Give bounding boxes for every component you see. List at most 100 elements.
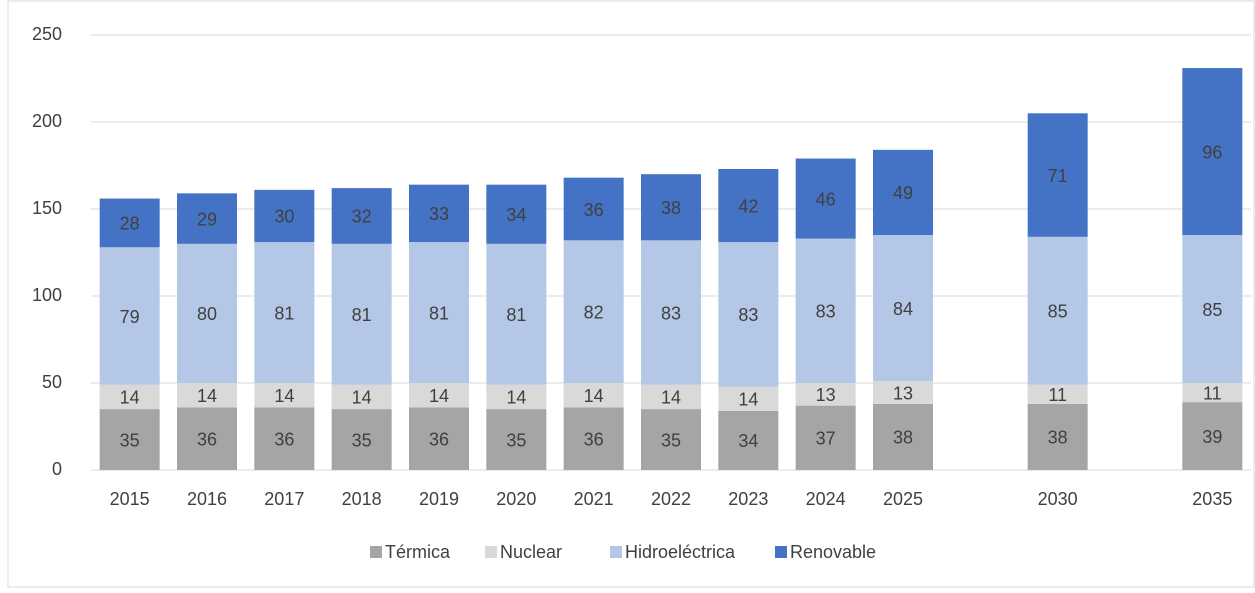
data-label: 84 xyxy=(893,299,913,319)
bar-segment xyxy=(486,409,547,470)
data-label: 36 xyxy=(584,200,604,220)
bar-segment xyxy=(409,407,469,470)
bar-segment xyxy=(795,238,856,383)
data-label: 85 xyxy=(1202,300,1222,320)
data-label: 35 xyxy=(661,430,681,450)
data-label: 82 xyxy=(584,302,604,322)
data-label: 14 xyxy=(352,388,372,408)
bar-segment xyxy=(1027,384,1088,404)
x-tick-label: 2030 xyxy=(1038,489,1078,509)
bar-segment xyxy=(1182,235,1243,383)
data-label: 81 xyxy=(352,305,372,325)
data-label: 33 xyxy=(429,204,449,224)
data-label: 11 xyxy=(1048,385,1067,405)
data-label: 32 xyxy=(352,207,372,227)
legend-swatch xyxy=(610,546,622,558)
data-label: 79 xyxy=(120,307,140,327)
data-label: 83 xyxy=(738,305,758,325)
data-label: 14 xyxy=(506,388,526,408)
bar-segment xyxy=(99,198,160,248)
legend-swatch xyxy=(370,546,382,558)
y-tick-label: 0 xyxy=(52,459,62,479)
data-label: 36 xyxy=(274,429,294,449)
bar-segment xyxy=(1182,402,1243,470)
data-label: 71 xyxy=(1048,166,1068,186)
bar-segment xyxy=(1027,236,1088,385)
bar-segment xyxy=(873,403,933,470)
bar-segment xyxy=(641,174,701,241)
data-label: 14 xyxy=(738,389,758,409)
bar-segment xyxy=(718,168,779,243)
bar-segment xyxy=(563,240,624,383)
data-label: 11 xyxy=(1203,383,1222,403)
y-tick-label: 100 xyxy=(32,285,62,305)
data-label: 13 xyxy=(816,385,836,405)
data-label: 14 xyxy=(429,386,449,406)
bar-segment xyxy=(177,243,237,383)
bar-segment xyxy=(563,383,624,408)
x-tick-label: 2018 xyxy=(342,489,382,509)
x-tick-label: 2023 xyxy=(728,489,768,509)
bar-segment xyxy=(99,384,160,410)
bar-segment xyxy=(99,247,160,385)
data-label: 13 xyxy=(893,383,913,403)
bar-segment xyxy=(99,409,160,470)
y-tick-label: 250 xyxy=(32,24,62,44)
bar-segment xyxy=(718,242,779,387)
bar-segment xyxy=(1027,403,1088,470)
data-label: 46 xyxy=(816,189,836,209)
legend-label: Renovable xyxy=(790,542,876,562)
bar-segment xyxy=(641,240,701,385)
bar-segment xyxy=(641,409,701,470)
chart-border xyxy=(7,0,1255,588)
legend-label: Nuclear xyxy=(500,542,562,562)
bar-segment xyxy=(795,383,856,406)
bar-segment xyxy=(795,158,856,239)
bar-segment xyxy=(177,383,237,408)
data-label: 83 xyxy=(816,302,836,322)
data-label: 14 xyxy=(197,386,217,406)
y-tick-label: 150 xyxy=(32,198,62,218)
x-tick-label: 2019 xyxy=(419,489,459,509)
bar-segment xyxy=(331,243,392,385)
data-label: 80 xyxy=(197,304,217,324)
data-label: 37 xyxy=(816,429,836,449)
data-label: 39 xyxy=(1202,427,1222,447)
data-label: 14 xyxy=(584,386,604,406)
data-label: 30 xyxy=(274,207,294,227)
bar-segment xyxy=(254,189,315,243)
data-label: 38 xyxy=(661,198,681,218)
bar-segment xyxy=(563,177,624,241)
x-tick-label: 2017 xyxy=(264,489,304,509)
bar-segment xyxy=(563,407,624,470)
bar-segment xyxy=(873,149,933,236)
data-label: 42 xyxy=(738,196,758,216)
bar-segment xyxy=(1182,383,1243,403)
bar-segment xyxy=(409,242,469,383)
data-label: 29 xyxy=(197,209,217,229)
data-label: 14 xyxy=(274,386,294,406)
legend-swatch xyxy=(485,546,497,558)
data-label: 36 xyxy=(197,429,217,449)
data-label: 81 xyxy=(429,303,449,323)
bar-segment xyxy=(331,409,392,470)
data-label: 36 xyxy=(584,429,604,449)
bar-segment xyxy=(409,184,469,243)
bar-segment xyxy=(254,383,315,408)
data-label: 96 xyxy=(1202,142,1222,162)
data-label: 38 xyxy=(893,428,913,448)
bar-segment xyxy=(331,188,392,244)
bar-segment xyxy=(254,407,315,470)
data-label: 28 xyxy=(120,214,140,234)
bar-segment xyxy=(718,410,779,470)
data-label: 81 xyxy=(506,305,526,325)
data-label: 81 xyxy=(274,303,294,323)
bar-segment xyxy=(331,384,392,410)
data-label: 85 xyxy=(1048,302,1068,322)
bar-segment xyxy=(873,235,933,382)
bar-segment xyxy=(486,243,547,385)
data-label: 38 xyxy=(1048,428,1068,448)
bar-segment xyxy=(409,383,469,408)
bar-segment xyxy=(177,407,237,470)
